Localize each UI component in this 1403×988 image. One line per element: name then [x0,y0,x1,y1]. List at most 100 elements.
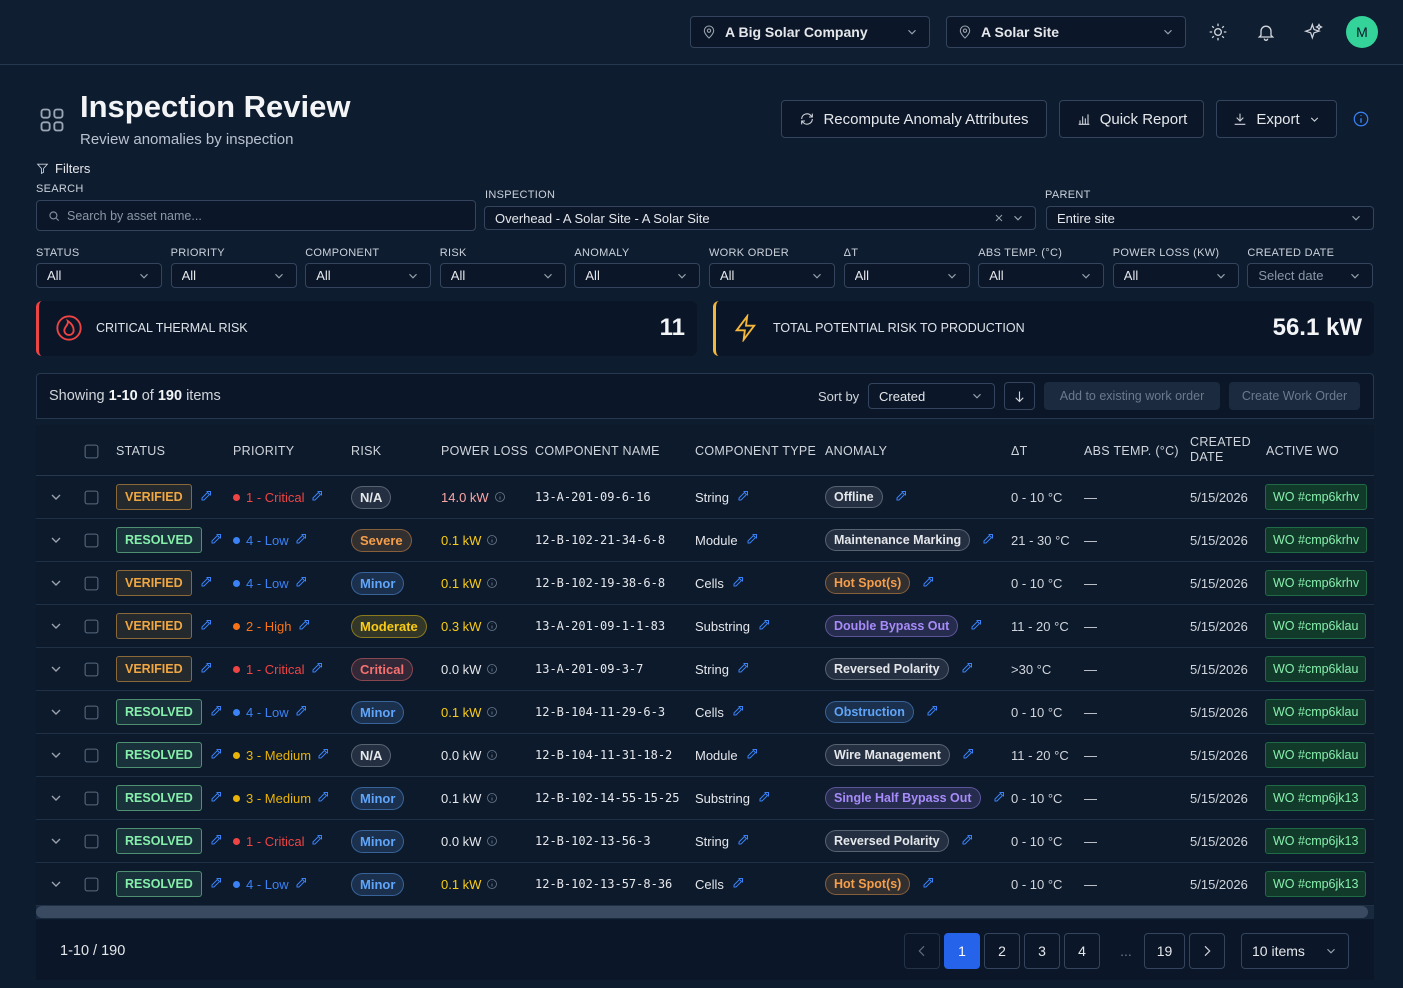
filter-select[interactable]: All [36,263,162,288]
edit-button[interactable] [732,576,744,591]
filter-select[interactable]: Select date [1247,263,1374,288]
filter-select[interactable]: All [170,263,297,288]
action-button[interactable]: Recompute Anomaly Attributes [781,100,1047,138]
edit-button[interactable] [298,619,310,634]
edit-button[interactable] [210,705,222,720]
sort-select[interactable]: Created [868,383,995,409]
filter-select[interactable]: All [574,263,701,288]
active-wo[interactable]: WO #cmp6klau [1265,613,1367,639]
active-wo[interactable]: WO #cmp6jk13 [1265,785,1367,811]
search-input[interactable]: Search by asset name... [36,200,476,231]
toolbar-button[interactable]: Add to existing work order [1044,382,1220,410]
expand-button[interactable] [48,833,64,854]
edit-button[interactable] [922,576,934,591]
expand-button[interactable] [48,575,64,596]
edit-button[interactable] [200,576,212,591]
row-checkbox[interactable] [83,876,100,898]
toolbar-button[interactable]: Create Work Order [1229,382,1360,410]
page-button[interactable]: 3 [1024,933,1060,969]
edit-button[interactable] [210,834,222,849]
active-wo[interactable]: WO #cmp6klau [1265,742,1367,768]
edit-button[interactable] [295,576,307,591]
edit-button[interactable] [317,791,329,806]
filter-select[interactable]: All [439,263,566,288]
expand-button[interactable] [48,489,64,510]
edit-button[interactable] [926,705,938,720]
edit-button[interactable] [295,533,307,548]
page-button[interactable]: 4 [1064,933,1100,969]
select-all-checkbox[interactable] [83,443,100,465]
filter-select[interactable]: All [709,263,835,288]
edit-button[interactable] [317,748,329,763]
row-checkbox[interactable] [83,575,100,597]
edit-button[interactable] [758,791,770,806]
edit-button[interactable] [210,533,222,548]
action-button[interactable]: Quick Report [1059,100,1204,138]
edit-button[interactable] [970,619,982,634]
action-button[interactable]: Export [1216,100,1337,138]
active-wo[interactable]: WO #cmp6krhv [1265,570,1368,596]
edit-button[interactable] [982,533,994,548]
sort-direction[interactable] [1004,382,1035,410]
filter-select[interactable]: All [305,263,432,288]
edit-button[interactable] [210,748,222,763]
page-size-select[interactable]: 10 items [1241,933,1349,969]
scrollbar-thumb[interactable] [36,906,1368,918]
inspection-select[interactable]: Overhead - A Solar Site - A Solar Site [484,206,1036,230]
expand-button[interactable] [48,704,64,725]
row-checkbox[interactable] [83,661,100,683]
edit-button[interactable] [311,834,323,849]
row-checkbox[interactable] [83,704,100,726]
prev-page[interactable] [904,933,940,969]
edit-button[interactable] [210,791,222,806]
expand-button[interactable] [48,661,64,682]
active-wo[interactable]: WO #cmp6klau [1265,656,1367,682]
edit-button[interactable] [961,834,973,849]
edit-button[interactable] [295,705,307,720]
edit-button[interactable] [746,533,758,548]
page-button[interactable]: 19 [1144,933,1185,969]
filter-select[interactable]: All [1112,263,1239,288]
filters-toggle[interactable]: Filters [36,161,90,176]
page-button[interactable]: 2 [984,933,1020,969]
location-select[interactable]: A Solar Site [946,16,1186,48]
edit-button[interactable] [200,619,212,634]
edit-button[interactable] [200,490,212,505]
active-wo[interactable]: WO #cmp6klau [1265,699,1367,725]
page-button[interactable]: 1 [944,933,980,969]
avatar[interactable]: M [1346,16,1378,48]
active-wo[interactable]: WO #cmp6jk13 [1265,871,1367,897]
active-wo[interactable]: WO #cmp6jk13 [1265,828,1367,854]
header-icon-button[interactable] [1208,22,1228,42]
edit-button[interactable] [961,662,973,677]
active-wo[interactable]: WO #cmp6krhv [1265,484,1368,510]
edit-button[interactable] [210,877,222,892]
expand-button[interactable] [48,876,64,897]
row-checkbox[interactable] [83,833,100,855]
info-button[interactable] [1352,110,1370,133]
header-icon-button[interactable] [1256,22,1276,42]
row-checkbox[interactable] [83,489,100,511]
row-checkbox[interactable] [83,618,100,640]
edit-button[interactable] [295,877,307,892]
expand-button[interactable] [48,790,64,811]
expand-button[interactable] [48,747,64,768]
edit-button[interactable] [737,834,749,849]
expand-button[interactable] [48,532,64,553]
row-checkbox[interactable] [83,747,100,769]
edit-button[interactable] [895,490,907,505]
edit-button[interactable] [732,705,744,720]
edit-button[interactable] [758,619,770,634]
parent-select[interactable]: Entire site [1046,206,1374,230]
edit-button[interactable] [732,877,744,892]
row-checkbox[interactable] [83,790,100,812]
filter-select[interactable]: All [843,263,970,288]
header-icon-button[interactable] [1304,22,1324,42]
edit-button[interactable] [311,490,323,505]
row-checkbox[interactable] [83,532,100,554]
active-wo[interactable]: WO #cmp6krhv [1265,527,1368,553]
edit-button[interactable] [922,877,934,892]
edit-button[interactable] [746,748,758,763]
edit-button[interactable] [311,662,323,677]
edit-button[interactable] [962,748,974,763]
